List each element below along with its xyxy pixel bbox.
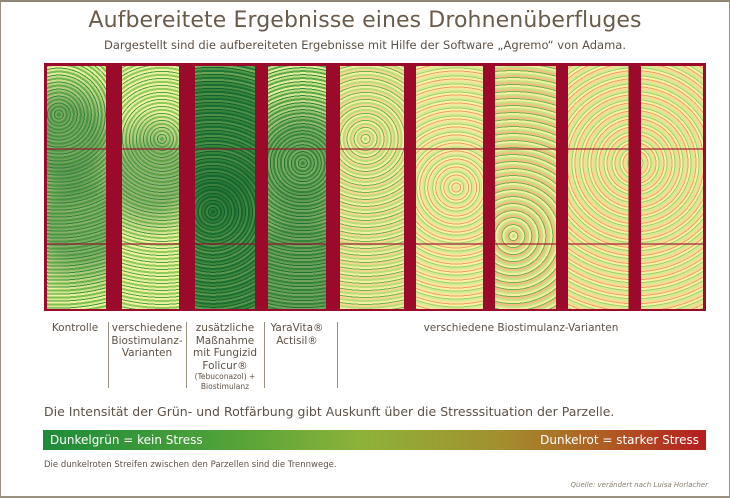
legend-left-label: Dunkelgrün = kein Stress	[50, 433, 203, 447]
plot-biostimulanz-2	[340, 66, 404, 309]
intensity-description: Die Intensität der Grün- und Rotfärbung …	[44, 404, 615, 419]
label-separator	[108, 322, 109, 388]
plot-biostimulanz-4	[495, 66, 556, 309]
label-text: Biostimulanz	[200, 382, 250, 391]
plot-row-divider	[44, 243, 706, 245]
plot-fungizid	[195, 66, 255, 309]
label-yaravita: YaraVita® Actisil®	[266, 322, 328, 347]
plot-kontrolle	[47, 66, 106, 309]
plot-yaravita-actisil	[268, 66, 326, 309]
drone-field-map	[44, 63, 706, 311]
label-separator	[186, 322, 187, 388]
label-separator	[264, 322, 265, 388]
stress-legend-bar: Dunkelgrün = kein Stress Dunkelrot = sta…	[43, 430, 706, 450]
label-kontrolle: Kontrolle	[44, 322, 106, 335]
label-text: verschiedene Biostimulanz-Varianten	[423, 322, 619, 334]
label-text: Folicur®	[202, 359, 248, 372]
page-subtitle: Dargestellt sind die aufbereiteten Ergeb…	[104, 38, 626, 52]
footnote: Die dunkelroten Streifen zwischen den Pa…	[44, 460, 337, 470]
label-text: Kontrolle	[51, 322, 99, 334]
label-text: (Tebuconazol) +	[194, 372, 256, 381]
label-biostimulanz: verschiedene Biostimulanz- Varianten	[110, 322, 184, 360]
plot-biostimulanz-5	[568, 66, 703, 309]
label-text: Maßnahme	[195, 334, 255, 347]
label-text: zusätzliche	[195, 322, 255, 334]
label-separator	[337, 322, 338, 388]
label-text: Varianten	[121, 347, 173, 359]
plot-biostimulanz-1	[122, 66, 179, 309]
label-rest: verschiedene Biostimulanz-Varianten	[340, 322, 702, 335]
plot-row-divider	[44, 148, 706, 150]
page-title: Aufbereitete Ergebnisse eines Drohnenübe…	[88, 8, 642, 33]
plot-biostimulanz-3	[416, 66, 483, 309]
source-credit: Quelle: verändert nach Luisa Horlacher	[570, 481, 709, 489]
plot-labels: Kontrolle verschiedene Biostimulanz- Var…	[44, 322, 706, 400]
label-text: Biostimulanz-	[111, 334, 183, 347]
label-text: verschiedene	[111, 322, 183, 334]
label-text: Actisil®	[276, 334, 318, 347]
legend-right-label: Dunkelrot = starker Stress	[540, 433, 699, 447]
label-fungizid: zusätzliche Maßnahme mit Fungizid Folicu…	[188, 322, 262, 392]
label-text: YaraVita®	[270, 322, 324, 334]
label-text: mit Fungizid	[192, 347, 258, 359]
